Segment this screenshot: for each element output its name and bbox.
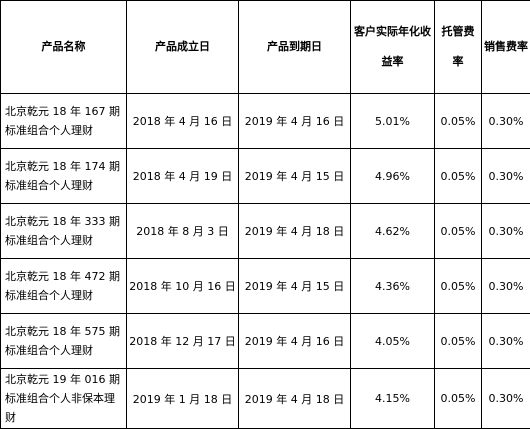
cell-custody-fee: 0.05% [435,369,482,429]
cell-sales-fee: 0.30% [482,314,530,369]
cell-start-date: 2018 年 12 月 17 日 [127,314,239,369]
cell-product-name: 北京乾元 19 年 016 期标准组合个人非保本理财 [1,369,127,429]
cell-sales-fee: 0.30% [482,149,530,204]
cell-start-date: 2019 年 1 月 18 日 [127,369,239,429]
table-row: 北京乾元 18 年 575 期标准组合个人理财 2018 年 12 月 17 日… [1,314,530,369]
header-product-name: 产品名称 [1,1,127,94]
cell-end-date: 2019 年 4 月 15 日 [239,149,351,204]
cell-product-name: 北京乾元 18 年 472 期标准组合个人理财 [1,259,127,314]
table-row: 北京乾元 18 年 333 期标准组合个人理财 2018 年 8 月 3 日 2… [1,204,530,259]
cell-annual-yield: 4.15% [351,369,435,429]
cell-custody-fee: 0.05% [435,149,482,204]
table-row: 北京乾元 18 年 472 期标准组合个人理财 2018 年 10 月 16 日… [1,259,530,314]
cell-sales-fee: 0.30% [482,204,530,259]
table-row: 北京乾元 18 年 174 期标准组合个人理财 2018 年 4 月 19 日 … [1,149,530,204]
cell-custody-fee: 0.05% [435,204,482,259]
header-custody-fee: 托管费率 [435,1,482,94]
cell-end-date: 2019 年 4 月 18 日 [239,369,351,429]
cell-sales-fee: 0.30% [482,369,530,429]
cell-custody-fee: 0.05% [435,259,482,314]
cell-annual-yield: 4.05% [351,314,435,369]
cell-end-date: 2019 年 4 月 16 日 [239,94,351,149]
cell-end-date: 2019 年 4 月 18 日 [239,204,351,259]
cell-custody-fee: 0.05% [435,314,482,369]
table-row: 北京乾元 19 年 016 期标准组合个人非保本理财 2019 年 1 月 18… [1,369,530,429]
cell-product-name: 北京乾元 18 年 575 期标准组合个人理财 [1,314,127,369]
cell-product-name: 北京乾元 18 年 174 期标准组合个人理财 [1,149,127,204]
cell-annual-yield: 4.36% [351,259,435,314]
table-row: 北京乾元 18 年 167 期标准组合个人理财 2018 年 4 月 16 日 … [1,94,530,149]
cell-annual-yield: 4.62% [351,204,435,259]
cell-product-name: 北京乾元 18 年 167 期标准组合个人理财 [1,94,127,149]
cell-product-name: 北京乾元 18 年 333 期标准组合个人理财 [1,204,127,259]
cell-sales-fee: 0.30% [482,259,530,314]
header-start-date: 产品成立日 [127,1,239,94]
cell-start-date: 2018 年 4 月 16 日 [127,94,239,149]
cell-end-date: 2019 年 4 月 15 日 [239,259,351,314]
cell-end-date: 2019 年 4 月 16 日 [239,314,351,369]
header-row: 产品名称 产品成立日 产品到期日 客户实际年化收益率 托管费率 销售费率 [1,1,530,94]
header-end-date: 产品到期日 [239,1,351,94]
header-sales-fee: 销售费率 [482,1,530,94]
header-annual-yield: 客户实际年化收益率 [351,1,435,94]
cell-start-date: 2018 年 4 月 19 日 [127,149,239,204]
cell-annual-yield: 4.96% [351,149,435,204]
cell-custody-fee: 0.05% [435,94,482,149]
cell-start-date: 2018 年 8 月 3 日 [127,204,239,259]
cell-start-date: 2018 年 10 月 16 日 [127,259,239,314]
cell-sales-fee: 0.30% [482,94,530,149]
cell-annual-yield: 5.01% [351,94,435,149]
